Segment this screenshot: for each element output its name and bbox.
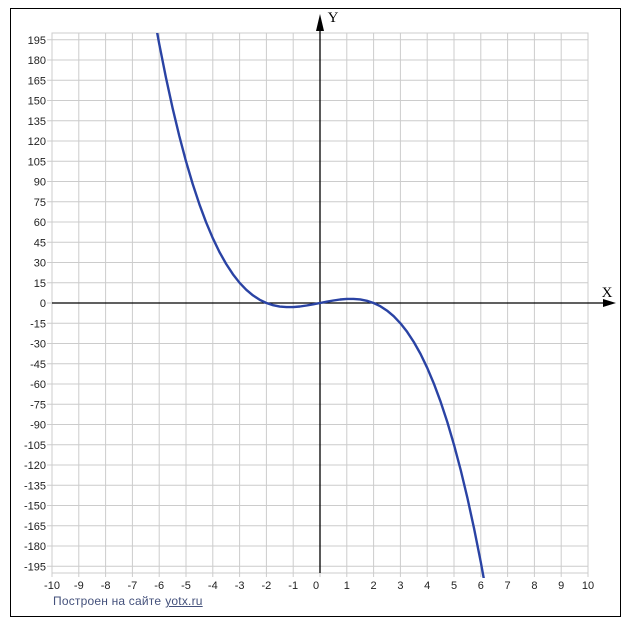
- x-axis-arrow-icon: [603, 299, 616, 307]
- x-tick-label: -6: [154, 580, 164, 592]
- y-tick-label: 75: [34, 197, 46, 209]
- function-curve: [156, 33, 485, 578]
- x-tick-label: 4: [424, 580, 430, 592]
- x-tick-label: -8: [101, 580, 111, 592]
- y-tick-label: 195: [28, 35, 46, 47]
- x-tick-label: 1: [344, 580, 350, 592]
- y-tick-label: 150: [28, 96, 46, 108]
- x-tick-label: 8: [531, 580, 537, 592]
- y-tick-label: 180: [28, 55, 46, 67]
- y-tick-label: -165: [24, 521, 46, 533]
- x-tick-label: 2: [371, 580, 377, 592]
- y-tick-label: 30: [34, 258, 46, 270]
- y-tick-label: 45: [34, 237, 46, 249]
- x-tick-label: -7: [128, 580, 138, 592]
- x-tick-label: 0: [313, 580, 319, 592]
- x-tick-label: 10: [582, 580, 594, 592]
- axis-label-y: Y: [328, 10, 339, 26]
- x-tick-label: -10: [44, 580, 60, 592]
- axis-label-x: X: [602, 285, 613, 301]
- x-tick-label: -9: [74, 580, 84, 592]
- x-tick-label: -1: [288, 580, 298, 592]
- y-tick-label: -150: [24, 501, 46, 513]
- x-tick-label: 3: [397, 580, 403, 592]
- x-tick-label: 9: [558, 580, 564, 592]
- x-tick-label: -3: [235, 580, 245, 592]
- x-tick-label: 5: [451, 580, 457, 592]
- y-axis-arrow-icon: [316, 14, 324, 31]
- x-tick-label: 6: [478, 580, 484, 592]
- y-tick-label: -135: [24, 480, 46, 492]
- y-tick-label: 105: [28, 156, 46, 168]
- y-tick-label: 90: [34, 177, 46, 189]
- x-tick-label: -2: [262, 580, 272, 592]
- x-tick-label: 7: [505, 580, 511, 592]
- y-tick-label: 120: [28, 136, 46, 148]
- plot-svg: XY-10 -9 -8 -7 -6 -5 -4 -3 -2 -1 0 1 2 3 4 5 6 7 8 9 1019518…: [24, 10, 616, 592]
- y-tick-label: 15: [34, 278, 46, 290]
- y-tick-label: -15: [30, 318, 46, 330]
- y-tick-label: 60: [34, 217, 46, 229]
- x-tick-label: -5: [181, 580, 191, 592]
- y-tick-label: 165: [28, 75, 46, 87]
- y-tick-label: 0: [40, 298, 46, 310]
- footer-link[interactable]: yotx.ru: [165, 594, 203, 608]
- y-tick-label: -45: [30, 359, 46, 371]
- y-tick-label: -120: [24, 460, 46, 472]
- footer: Построен на сайте yotx.ru: [53, 594, 203, 608]
- y-tick-label: -75: [30, 399, 46, 411]
- y-tick-label: -180: [24, 541, 46, 553]
- y-tick-label: 135: [28, 116, 46, 128]
- y-tick-label: -105: [24, 440, 46, 452]
- x-tick-label: -4: [208, 580, 218, 592]
- y-tick-label: -195: [24, 561, 46, 573]
- plot-frame: X Y -10 -9 -8 -7 -6 -5 -4 -3 -2 -1 0 1 2 3 4 5 6 7 8 9 10 195 18…: [10, 8, 621, 617]
- y-tick-label: -90: [30, 420, 46, 432]
- y-tick-label: -60: [30, 379, 46, 391]
- y-tick-label: -30: [30, 339, 46, 351]
- footer-text: Построен на сайте: [53, 594, 162, 608]
